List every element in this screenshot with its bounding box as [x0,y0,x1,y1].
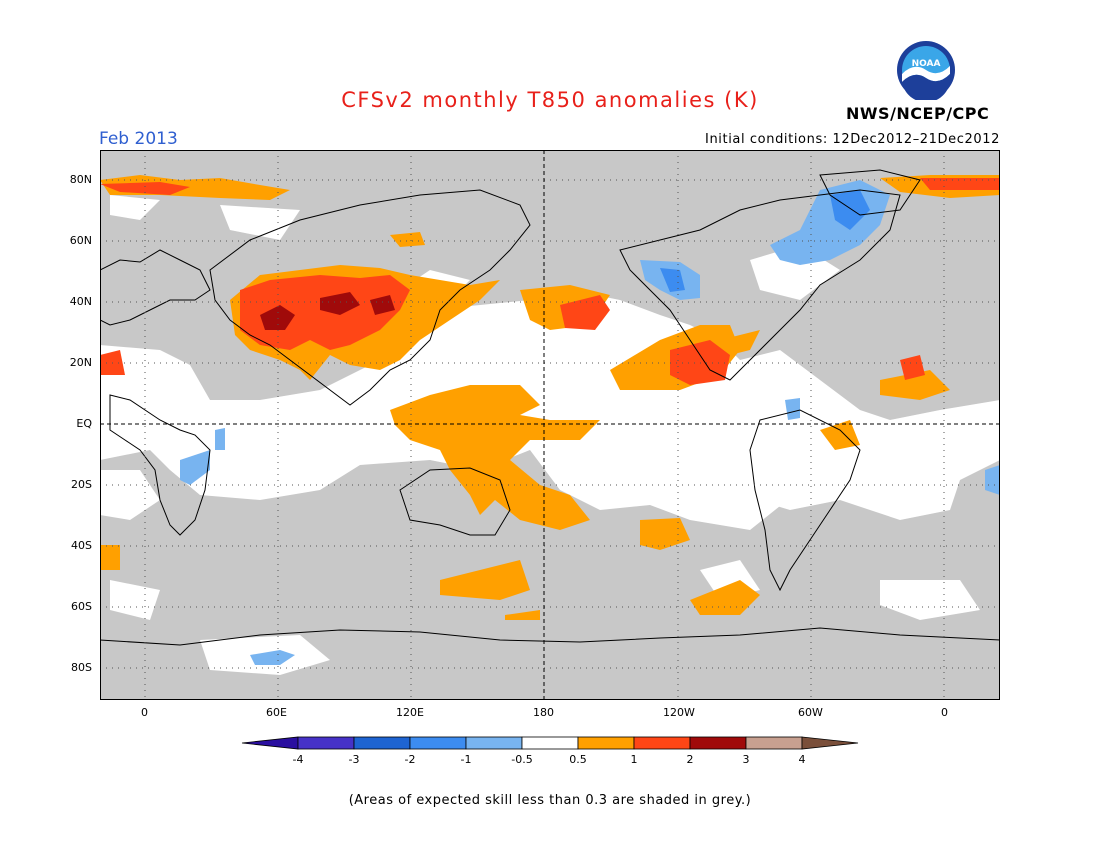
coastlines [100,169,1000,646]
colorbar-bin [521,736,579,750]
colorbar-bin [353,736,411,750]
lon-label: 0 [941,706,948,719]
initial-conditions-label: Initial conditions: 12Dec2012–21Dec2012 [705,132,1000,147]
lon-label: 180 [533,706,554,719]
lon-label: 120E [396,706,424,719]
valid-month-label: Feb 2013 [99,129,178,149]
colorbar-left-arrow [241,736,299,750]
colorbar-bin [633,736,691,750]
colorbar-tick-label: -0.5 [511,753,532,766]
lat-label: 60N [69,234,92,247]
colorbar-bin [689,736,747,750]
lat-label: 60S [71,600,92,613]
colorbar-tick-label: -1 [461,753,472,766]
colorbar-tick-label: 2 [687,753,694,766]
colorbar-tick-label: 3 [743,753,750,766]
colorbar-tick-label: -3 [349,753,360,766]
anomaly-positive-2-3 [260,292,395,330]
lat-label: 40S [71,539,92,552]
anomaly-positive-1-2 [100,178,1000,385]
colorbar-bin [577,736,635,750]
colorbar-right-arrow [801,736,859,750]
colorbar-tick-label: 1 [631,753,638,766]
anomaly-negative-1-2 [660,190,870,292]
colorbar-bin [409,736,467,750]
colorbar: -4 -3 -2 -1 -0.5 0.5 1 2 3 4 [241,736,859,766]
colorbar-bin [465,736,523,750]
gridlines [100,150,1000,700]
lat-label: 20N [69,356,92,369]
footnote: (Areas of expected skill less than 0.3 a… [348,793,752,808]
lat-label: 80N [69,173,92,186]
equator-dateline [100,150,1000,700]
lat-label: EQ [76,417,92,430]
lat-label: 40N [69,295,92,308]
lon-label: 0 [141,706,148,719]
colorbar-tick-label: 4 [799,753,806,766]
colorbar-tick-label: -4 [293,753,304,766]
colorbar-tick-label: 0.5 [569,753,587,766]
colorbar-tick-label: -2 [405,753,416,766]
noaa-logo: NOAA [897,41,955,100]
anomaly-map [100,150,1000,700]
lat-label: 80S [71,661,92,674]
logo-lettering: NOAA [912,59,941,69]
lat-label: 20S [71,478,92,491]
chart-title: CFSv2 monthly T850 anomalies (K) [341,88,759,112]
lon-label: 60W [798,706,823,719]
agency-label: NWS/NCEP/CPC [846,104,990,123]
colorbar-bin [745,736,803,750]
lon-label: 60E [266,706,287,719]
colorbar-bin [297,736,355,750]
lon-label: 120W [663,706,695,719]
